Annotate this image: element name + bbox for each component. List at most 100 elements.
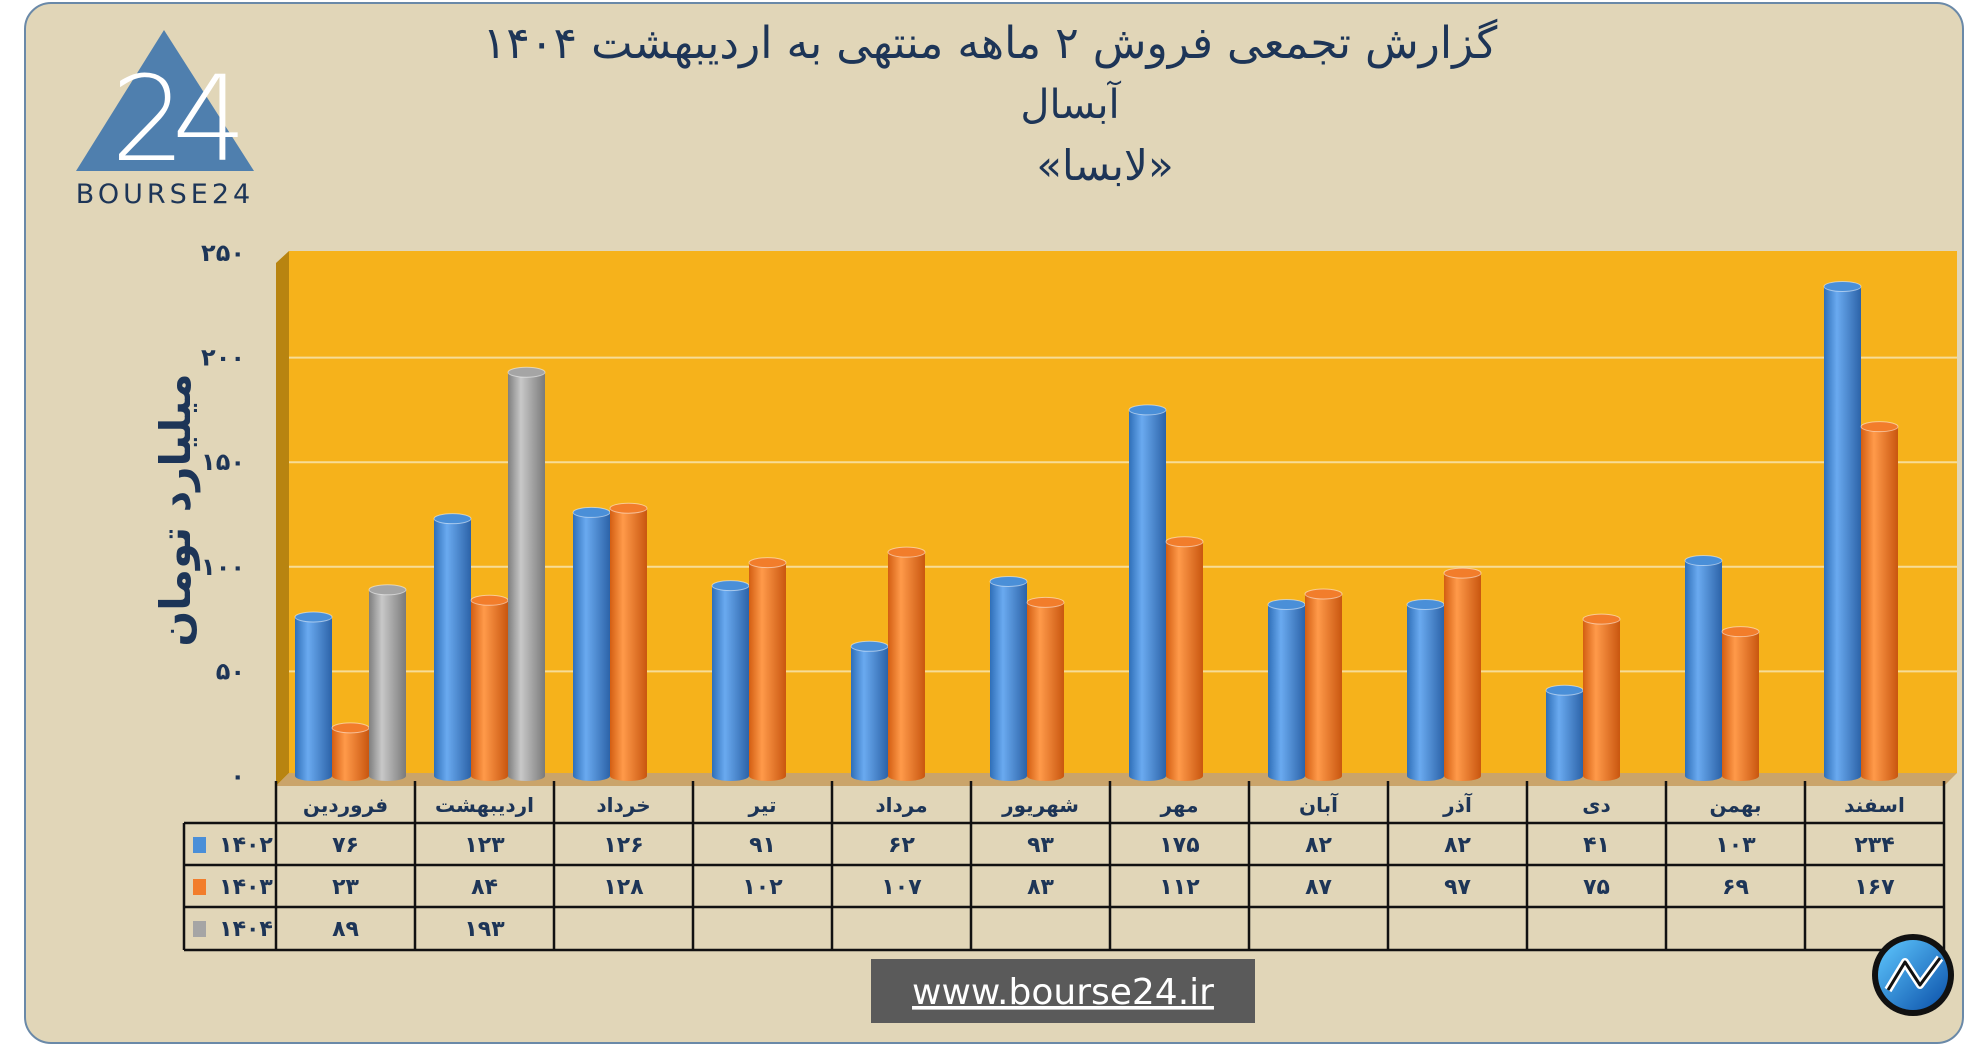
- bar-body: [1861, 426, 1898, 776]
- bar-cap: [1443, 567, 1482, 579]
- table-cell: ۱۲۸: [603, 875, 644, 900]
- bar-1-1: [470, 594, 509, 781]
- bar-cap: [1026, 596, 1065, 608]
- category-label: تیر: [747, 793, 776, 817]
- bar-body: [1129, 409, 1166, 776]
- legend-swatch: [193, 837, 206, 853]
- bar-base: [1027, 771, 1064, 781]
- bar-cap: [1267, 598, 1306, 610]
- bar-body: [1722, 631, 1759, 776]
- y-tick-label: ۰: [230, 762, 245, 790]
- bar-base: [369, 771, 406, 781]
- bar-base: [851, 771, 888, 781]
- bar-base: [1129, 771, 1166, 781]
- bar-1-9: [1582, 613, 1621, 781]
- bar-cap: [1165, 536, 1204, 548]
- bar-body: [990, 581, 1027, 776]
- bar-base: [749, 771, 786, 781]
- bar-cap: [433, 513, 472, 525]
- bar-body: [712, 585, 749, 776]
- series-name: ۱۴۰۴: [219, 917, 273, 942]
- bar-cap: [368, 584, 407, 596]
- company-name: آبسال: [1020, 80, 1121, 128]
- plot-floor: [276, 773, 1957, 786]
- bar-cap: [572, 506, 611, 518]
- bar-base: [1583, 771, 1620, 781]
- bar-0-6: [1128, 404, 1167, 781]
- bar-body: [1407, 604, 1444, 776]
- bar-base: [1268, 771, 1305, 781]
- bar-0-3: [711, 580, 750, 781]
- bar-base: [990, 771, 1027, 781]
- bar-body: [508, 372, 545, 776]
- bar-2-1: [507, 366, 546, 781]
- table-cell: ۱۲۳: [464, 833, 505, 858]
- bar-0-2: [572, 506, 611, 781]
- bar-0-0: [294, 611, 333, 781]
- bar-base: [1722, 771, 1759, 781]
- table-cell: ۹۷: [1444, 875, 1471, 900]
- y-tick-label: ۵۰: [216, 657, 245, 685]
- bar-body: [332, 727, 369, 776]
- category-label: دی: [1582, 793, 1611, 817]
- bar-body: [1268, 604, 1305, 776]
- logo-triangle-icon: [76, 30, 254, 171]
- bar-cap: [1721, 626, 1760, 638]
- table-cell: ۸۴: [471, 875, 498, 900]
- bar-2-0: [368, 584, 407, 781]
- table-cell: ۱۰۷: [881, 875, 922, 900]
- bar-1-7: [1304, 588, 1343, 781]
- website-banner: [871, 959, 1255, 1023]
- bar-0-9: [1545, 684, 1584, 781]
- bar-0-10: [1684, 555, 1723, 781]
- bar-0-1: [433, 513, 472, 781]
- bar-body: [434, 518, 471, 776]
- category-label: خرداد: [596, 793, 650, 817]
- bar-base: [610, 771, 647, 781]
- bar-body: [1444, 573, 1481, 776]
- bar-body: [573, 512, 610, 776]
- table-cell: ۱۰۲: [742, 875, 783, 900]
- bar-body: [749, 562, 786, 776]
- logo-text: BOURSE24: [76, 179, 254, 210]
- bar-base: [1166, 771, 1203, 781]
- table-cell: ۴۱: [1583, 833, 1610, 858]
- bar-0-7: [1267, 598, 1306, 781]
- bar-cap: [331, 722, 370, 734]
- bar-body: [1824, 286, 1861, 776]
- bar-base: [434, 771, 471, 781]
- ticker-symbol: «لابسا»: [1036, 141, 1173, 190]
- bar-body: [1583, 619, 1620, 776]
- bar-cap: [748, 557, 787, 569]
- bar-cap: [1582, 613, 1621, 625]
- table-cell: ۱۰۳: [1715, 833, 1756, 858]
- bar-1-3: [748, 557, 787, 781]
- bar-cap: [294, 611, 333, 623]
- bar-cap: [887, 546, 926, 558]
- table-cell: ۱۶۷: [1854, 875, 1895, 900]
- bar-base: [295, 771, 332, 781]
- y-tick-label: ۱۵۰: [201, 448, 245, 476]
- bar-base: [888, 771, 925, 781]
- bar-base: [1824, 771, 1861, 781]
- bar-1-5: [1026, 596, 1065, 781]
- bar-1-4: [887, 546, 926, 781]
- bar-body: [851, 646, 888, 776]
- bar-base: [332, 771, 369, 781]
- bar-1-0: [331, 722, 370, 781]
- bar-1-8: [1443, 567, 1482, 781]
- data-table: فروردین اردیبهشت خرداد تیر مرداد شهریور مهر آبا…: [182, 781, 1946, 952]
- category-label: آذر: [1442, 792, 1473, 817]
- table-cell: ۷۶: [332, 833, 359, 858]
- table-cell: ۸۲: [1305, 833, 1332, 858]
- bar-cap: [1860, 421, 1899, 433]
- bar-1-11: [1860, 421, 1899, 781]
- bar-body: [610, 508, 647, 776]
- table-cell: ۱۱۲: [1159, 875, 1200, 900]
- bar-cap: [1128, 404, 1167, 416]
- table-cell: ۸۳: [1027, 875, 1054, 900]
- category-label: مرداد: [875, 793, 927, 817]
- legend-swatch: [193, 879, 206, 895]
- website-link[interactable]: www.bourse24.ir: [912, 972, 1214, 1013]
